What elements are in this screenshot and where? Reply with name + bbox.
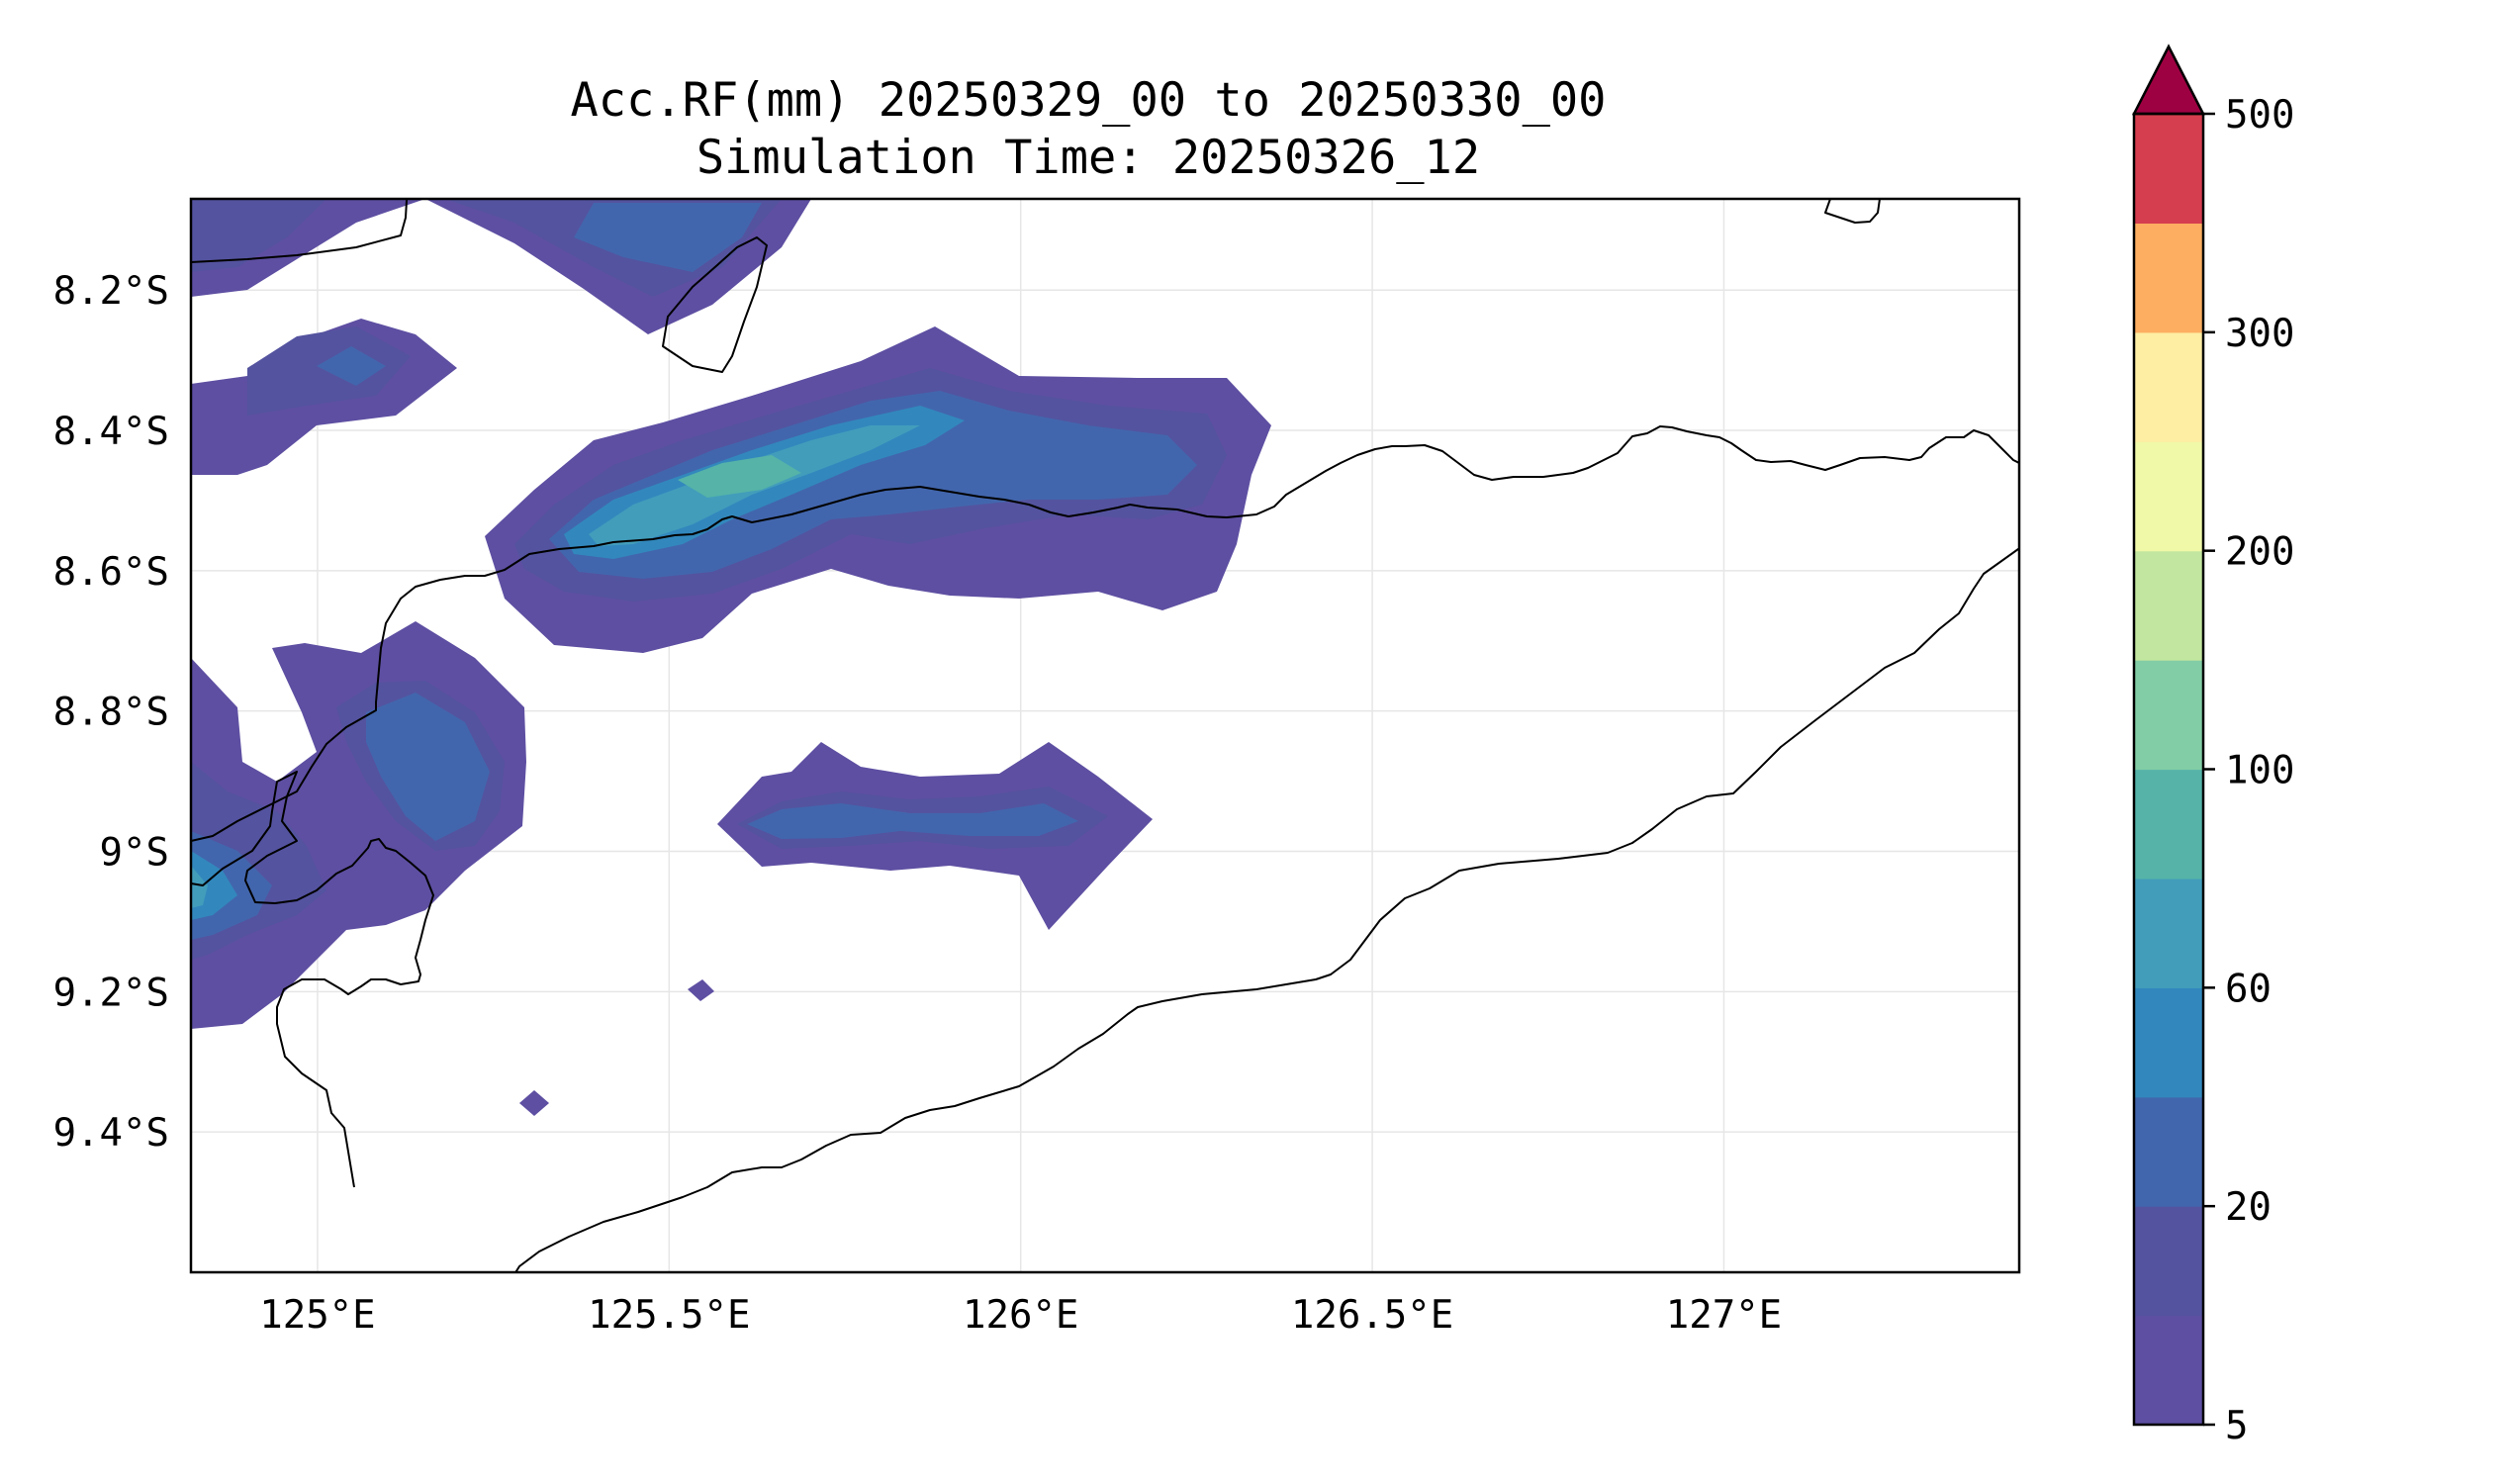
- y-tick-label: 8.4°S: [53, 410, 169, 454]
- colorbar-tick-label: 200: [2225, 530, 2294, 575]
- rain-core-west-east: [366, 693, 490, 841]
- colorbar-tick-label: 500: [2225, 93, 2294, 138]
- coastline-atauro: [662, 236, 768, 373]
- coastline-northeast-island: [1824, 199, 1881, 224]
- colorbar-extend-arrow: [2131, 44, 2206, 116]
- title-line-1: Acc.RF(mm) 20250329_00 to 20250330_00: [571, 73, 1607, 128]
- y-tick-label: 9.2°S: [53, 971, 169, 1015]
- x-tick-label: 126°E: [963, 1293, 1078, 1338]
- colorbar-segment: [2134, 550, 2203, 661]
- rain-blob-north-left-inner: [191, 199, 326, 272]
- colorbar-tick-label: 20: [2225, 1185, 2272, 1230]
- rain-core-southern: [747, 803, 1078, 839]
- x-tick-label: 125.5°E: [588, 1293, 750, 1338]
- rainfall-contours: [191, 199, 1271, 1116]
- colorbar-segment: [2134, 114, 2203, 225]
- colorbar-segment: [2134, 331, 2203, 442]
- colorbar-tick-label: 5: [2225, 1404, 2248, 1448]
- colorbar-segment: [2134, 1096, 2203, 1207]
- coastline-timor: [191, 425, 2019, 1272]
- colorbar-segment: [2134, 660, 2203, 771]
- x-axis-ticks: 125°E 125.5°E 126°E 126.5°E 127°E: [259, 1293, 1782, 1338]
- coastlines: [191, 199, 2019, 1272]
- colorbar-segment: [2134, 878, 2203, 988]
- y-axis-ticks: 8.2°S 8.4°S 8.6°S 8.8°S 9°S 9.2°S 9.4°S: [53, 269, 169, 1156]
- figure-title: Acc.RF(mm) 20250329_00 to 20250330_00 Si…: [571, 73, 1607, 185]
- y-tick-label: 8.6°S: [53, 550, 169, 595]
- colorbar-segment: [2134, 987, 2203, 1098]
- rain-core-central: [549, 391, 1197, 579]
- rain-blob-small-2: [519, 1090, 549, 1116]
- rain-core-north-west: [317, 346, 386, 386]
- colorbar-segment: [2134, 441, 2203, 552]
- y-tick-label: 9.4°S: [53, 1111, 169, 1156]
- colorbar-tick-label: 60: [2225, 967, 2272, 1011]
- rainfall-level-6: [678, 455, 801, 498]
- colorbar-segment: [2134, 1206, 2203, 1317]
- title-line-2: Simulation Time: 20250326_12: [696, 131, 1480, 185]
- coastline-oecusse-enclave: [191, 771, 434, 1188]
- rain-blob-small-1: [688, 979, 714, 1001]
- colorbar: 5 20 60 100 200 300 500: [2131, 44, 2294, 1448]
- map-frame: [189, 197, 2021, 1274]
- colorbar-segment: [2134, 223, 2203, 333]
- rain-max-central: [678, 455, 801, 498]
- colorbar-tick-label: 300: [2225, 312, 2294, 356]
- x-tick-label: 125°E: [259, 1293, 375, 1338]
- coastline-wetar-north: [191, 199, 409, 263]
- rain-peak-west-core: [191, 866, 208, 908]
- rain-core-north-center: [574, 203, 762, 272]
- x-tick-label: 127°E: [1666, 1293, 1782, 1338]
- colorbar-segment: [2134, 769, 2203, 880]
- y-tick-label: 9°S: [100, 831, 169, 876]
- y-tick-label: 8.8°S: [53, 691, 169, 735]
- x-tick-label: 126.5°E: [1291, 1293, 1453, 1338]
- y-tick-label: 8.2°S: [53, 269, 169, 314]
- map-plot-area: 125°E 125.5°E 126°E 126.5°E 127°E 8.2°S 8.4°S…: [53, 197, 2021, 1338]
- colorbar-tick-label: 100: [2225, 749, 2294, 793]
- colorbar-segment: [2134, 1315, 2203, 1426]
